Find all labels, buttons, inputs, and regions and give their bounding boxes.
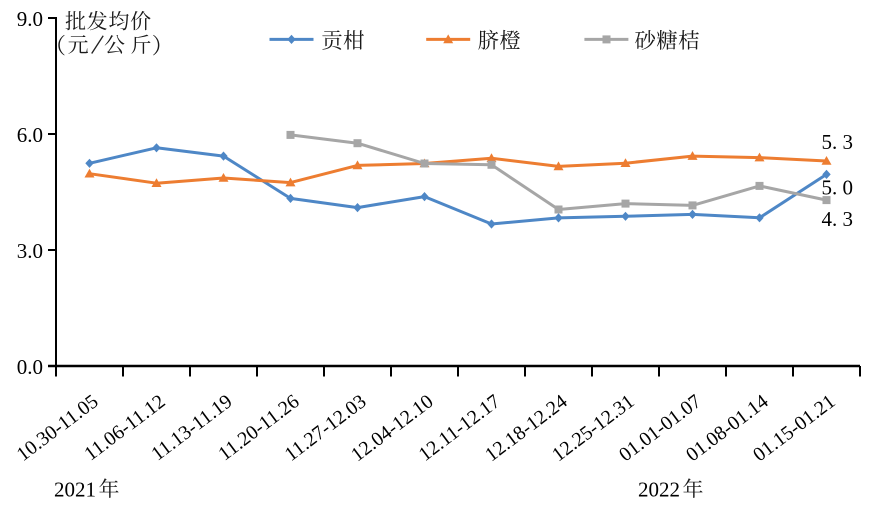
svg-text:0.0: 0.0 (17, 355, 43, 379)
svg-text:2022: 2022 (638, 477, 680, 501)
svg-text:4. 3: 4. 3 (822, 207, 854, 231)
svg-text:6.0: 6.0 (17, 123, 43, 147)
svg-text:2021: 2021 (54, 477, 96, 501)
svg-text:5. 0: 5. 0 (822, 176, 854, 200)
svg-text:5. 3: 5. 3 (822, 130, 854, 154)
svg-text:3.0: 3.0 (17, 239, 43, 263)
svg-text:9.0: 9.0 (17, 7, 43, 31)
